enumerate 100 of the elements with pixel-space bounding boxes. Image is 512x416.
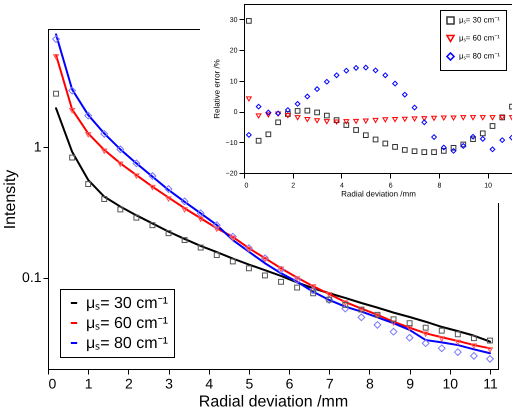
x-tick-label: 9 (406, 376, 414, 392)
point (164, 185, 172, 193)
point (470, 134, 476, 140)
point (392, 144, 398, 150)
point (324, 119, 330, 124)
point (132, 159, 140, 168)
point (69, 108, 76, 114)
point (353, 118, 359, 124)
point (422, 324, 429, 331)
point (440, 148, 447, 154)
point (422, 339, 430, 348)
point (421, 119, 428, 126)
point (490, 115, 496, 120)
point (230, 258, 236, 264)
point (246, 246, 252, 252)
point (480, 136, 486, 142)
point (304, 108, 310, 114)
point (358, 313, 366, 322)
point (228, 232, 237, 241)
point (412, 148, 418, 154)
legend-label: μₛ= 30 cm⁻¹ (459, 16, 500, 24)
point (450, 144, 456, 151)
x-tick-label: 3 (165, 376, 174, 392)
point (310, 284, 316, 290)
point (166, 230, 172, 236)
point (182, 237, 188, 244)
x-tick-label: 1 (84, 376, 93, 392)
point (294, 115, 300, 120)
point (454, 348, 462, 356)
point (422, 331, 429, 337)
point (431, 149, 437, 155)
point (372, 118, 378, 123)
point (324, 112, 330, 118)
point (294, 101, 300, 107)
point (266, 112, 272, 118)
point (374, 321, 382, 329)
point (133, 173, 140, 179)
point (150, 184, 156, 190)
point (440, 115, 447, 121)
point (406, 334, 414, 342)
point (117, 206, 124, 212)
point (390, 328, 398, 336)
point (246, 96, 252, 102)
point (133, 214, 140, 221)
point (450, 115, 456, 121)
point (480, 130, 486, 136)
point (214, 252, 220, 258)
point (372, 68, 378, 74)
point (85, 132, 92, 138)
point (487, 347, 493, 353)
point (245, 244, 253, 252)
x-tick-label: 5 (245, 376, 254, 392)
point (285, 107, 291, 113)
point (480, 115, 486, 120)
legend-label: μₛ= 60 cm⁻¹ (86, 315, 168, 332)
point (256, 104, 262, 110)
point (421, 116, 428, 122)
point (392, 117, 398, 122)
point (362, 132, 369, 138)
legend-label: μₛ= 60 cm⁻¹ (459, 34, 500, 42)
point (166, 196, 172, 202)
point (362, 64, 369, 70)
point (470, 136, 476, 142)
x-tick-label: 2 (124, 376, 133, 392)
point (266, 131, 272, 138)
point (266, 110, 272, 116)
point (304, 117, 310, 122)
point (294, 284, 300, 291)
point (262, 272, 268, 278)
point (406, 320, 413, 326)
point (278, 278, 284, 285)
x-axis-title: Radial deviation /mm (198, 394, 348, 410)
point (402, 147, 408, 153)
point (69, 154, 76, 161)
point (294, 108, 300, 114)
point (486, 355, 494, 363)
point (275, 119, 281, 126)
point (362, 118, 369, 124)
point (470, 115, 476, 120)
point (499, 137, 506, 143)
x-tick-label: 7 (326, 376, 334, 392)
point (314, 86, 320, 92)
point (460, 115, 466, 120)
point (101, 196, 108, 202)
point (412, 116, 418, 122)
point (256, 138, 262, 144)
y-tick-label: 0.1 (22, 269, 42, 286)
point (117, 161, 124, 167)
point (454, 340, 461, 345)
point (438, 344, 446, 352)
point (180, 197, 188, 206)
point (382, 72, 388, 78)
point (182, 207, 188, 213)
point (438, 336, 445, 342)
point (392, 80, 398, 86)
point (382, 117, 388, 122)
point (262, 256, 268, 262)
legend-label: μₛ= 80 cm⁻¹ (86, 335, 168, 352)
x-tick-label: 4 (205, 376, 214, 392)
point (198, 216, 204, 222)
